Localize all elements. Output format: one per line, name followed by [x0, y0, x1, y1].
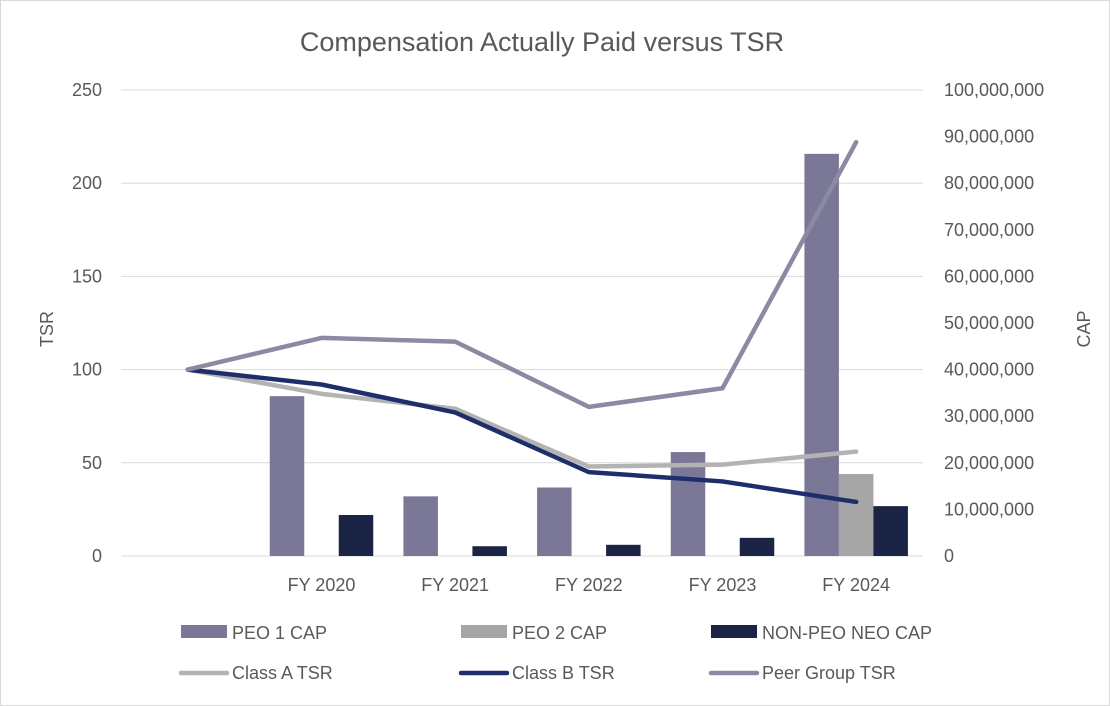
legend-swatch: [711, 625, 757, 638]
legend-label: Peer Group TSR: [762, 663, 896, 683]
left-axis-tick-label: 200: [72, 173, 102, 193]
bar-non-peo-neo-cap: [606, 544, 641, 556]
bar-peo-1-cap: [537, 487, 572, 556]
legend: PEO 1 CAP PEO 2 CAP NON-PEO NEO CAP Class A…: [178, 623, 932, 683]
legend-swatch: [461, 625, 507, 638]
right-axis-tick-label: 40,000,000: [944, 360, 1034, 380]
x-axis-tick-label: FY 2022: [555, 575, 623, 595]
right-axis-tick-label: 80,000,000: [944, 173, 1034, 193]
legend-swatch: [181, 625, 227, 638]
right-axis-tick-label: 70,000,000: [944, 220, 1034, 240]
right-axis-tick-label: 20,000,000: [944, 453, 1034, 473]
legend-label: PEO 2 CAP: [512, 623, 607, 643]
right-axis-label: CAP: [1074, 310, 1094, 347]
right-axis-tick-label: 10,000,000: [944, 499, 1034, 519]
line-class-a-tsr: [185, 367, 859, 469]
gridlines: [121, 89, 923, 557]
line-series-group: [185, 139, 859, 505]
legend-label: PEO 1 CAP: [232, 623, 327, 643]
bar-series-group: [269, 153, 908, 557]
bar-non-peo-neo-cap: [739, 537, 775, 556]
right-axis-ticks: 0 10,000,000 20,000,000 30,000,000 40,000,00…: [944, 80, 1044, 566]
bar-non-peo-neo-cap: [873, 506, 908, 556]
bar-peo-1-cap: [269, 396, 305, 556]
right-axis-tick-label: 60,000,000: [944, 266, 1034, 286]
x-axis-tick-label: FY 2023: [689, 575, 757, 595]
left-axis-tick-label: 0: [92, 546, 102, 566]
bar-non-peo-neo-cap: [338, 514, 374, 556]
left-axis-tick-label: 100: [72, 360, 102, 380]
left-axis-tick-label: 50: [82, 453, 102, 473]
x-axis-ticks: FY 2020 FY 2021 FY 2022 FY 2023 FY 2024: [288, 575, 890, 595]
right-axis-tick-label: 90,000,000: [944, 127, 1034, 147]
left-axis-tick-label: 250: [72, 80, 102, 100]
legend-label: Class B TSR: [512, 663, 615, 683]
chart-title: Compensation Actually Paid versus TSR: [300, 27, 784, 57]
bar-peo-1-cap: [403, 496, 438, 556]
bar-peo-1-cap: [670, 452, 706, 556]
line-peer-group-tsr: [185, 139, 859, 410]
bar-non-peo-neo-cap: [472, 546, 507, 556]
x-axis-tick-label: FY 2024: [822, 575, 890, 595]
left-axis-ticks: 0 50 100 150 200 250: [72, 80, 102, 566]
bar-peo-1-cap: [804, 153, 839, 557]
right-axis-tick-label: 30,000,000: [944, 406, 1034, 426]
line-class-b-tsr: [185, 367, 859, 505]
x-axis-tick-label: FY 2020: [288, 575, 356, 595]
right-axis-tick-label: 50,000,000: [944, 313, 1034, 333]
right-axis-tick-label: 0: [944, 546, 954, 566]
legend-label: Class A TSR: [232, 663, 333, 683]
left-axis-tick-label: 150: [72, 266, 102, 286]
bar-peo-2-cap: [838, 473, 874, 556]
left-axis-label: TSR: [37, 311, 57, 347]
x-axis-tick-label: FY 2021: [421, 575, 489, 595]
legend-label: NON-PEO NEO CAP: [762, 623, 932, 643]
right-axis-tick-label: 100,000,000: [944, 80, 1044, 100]
